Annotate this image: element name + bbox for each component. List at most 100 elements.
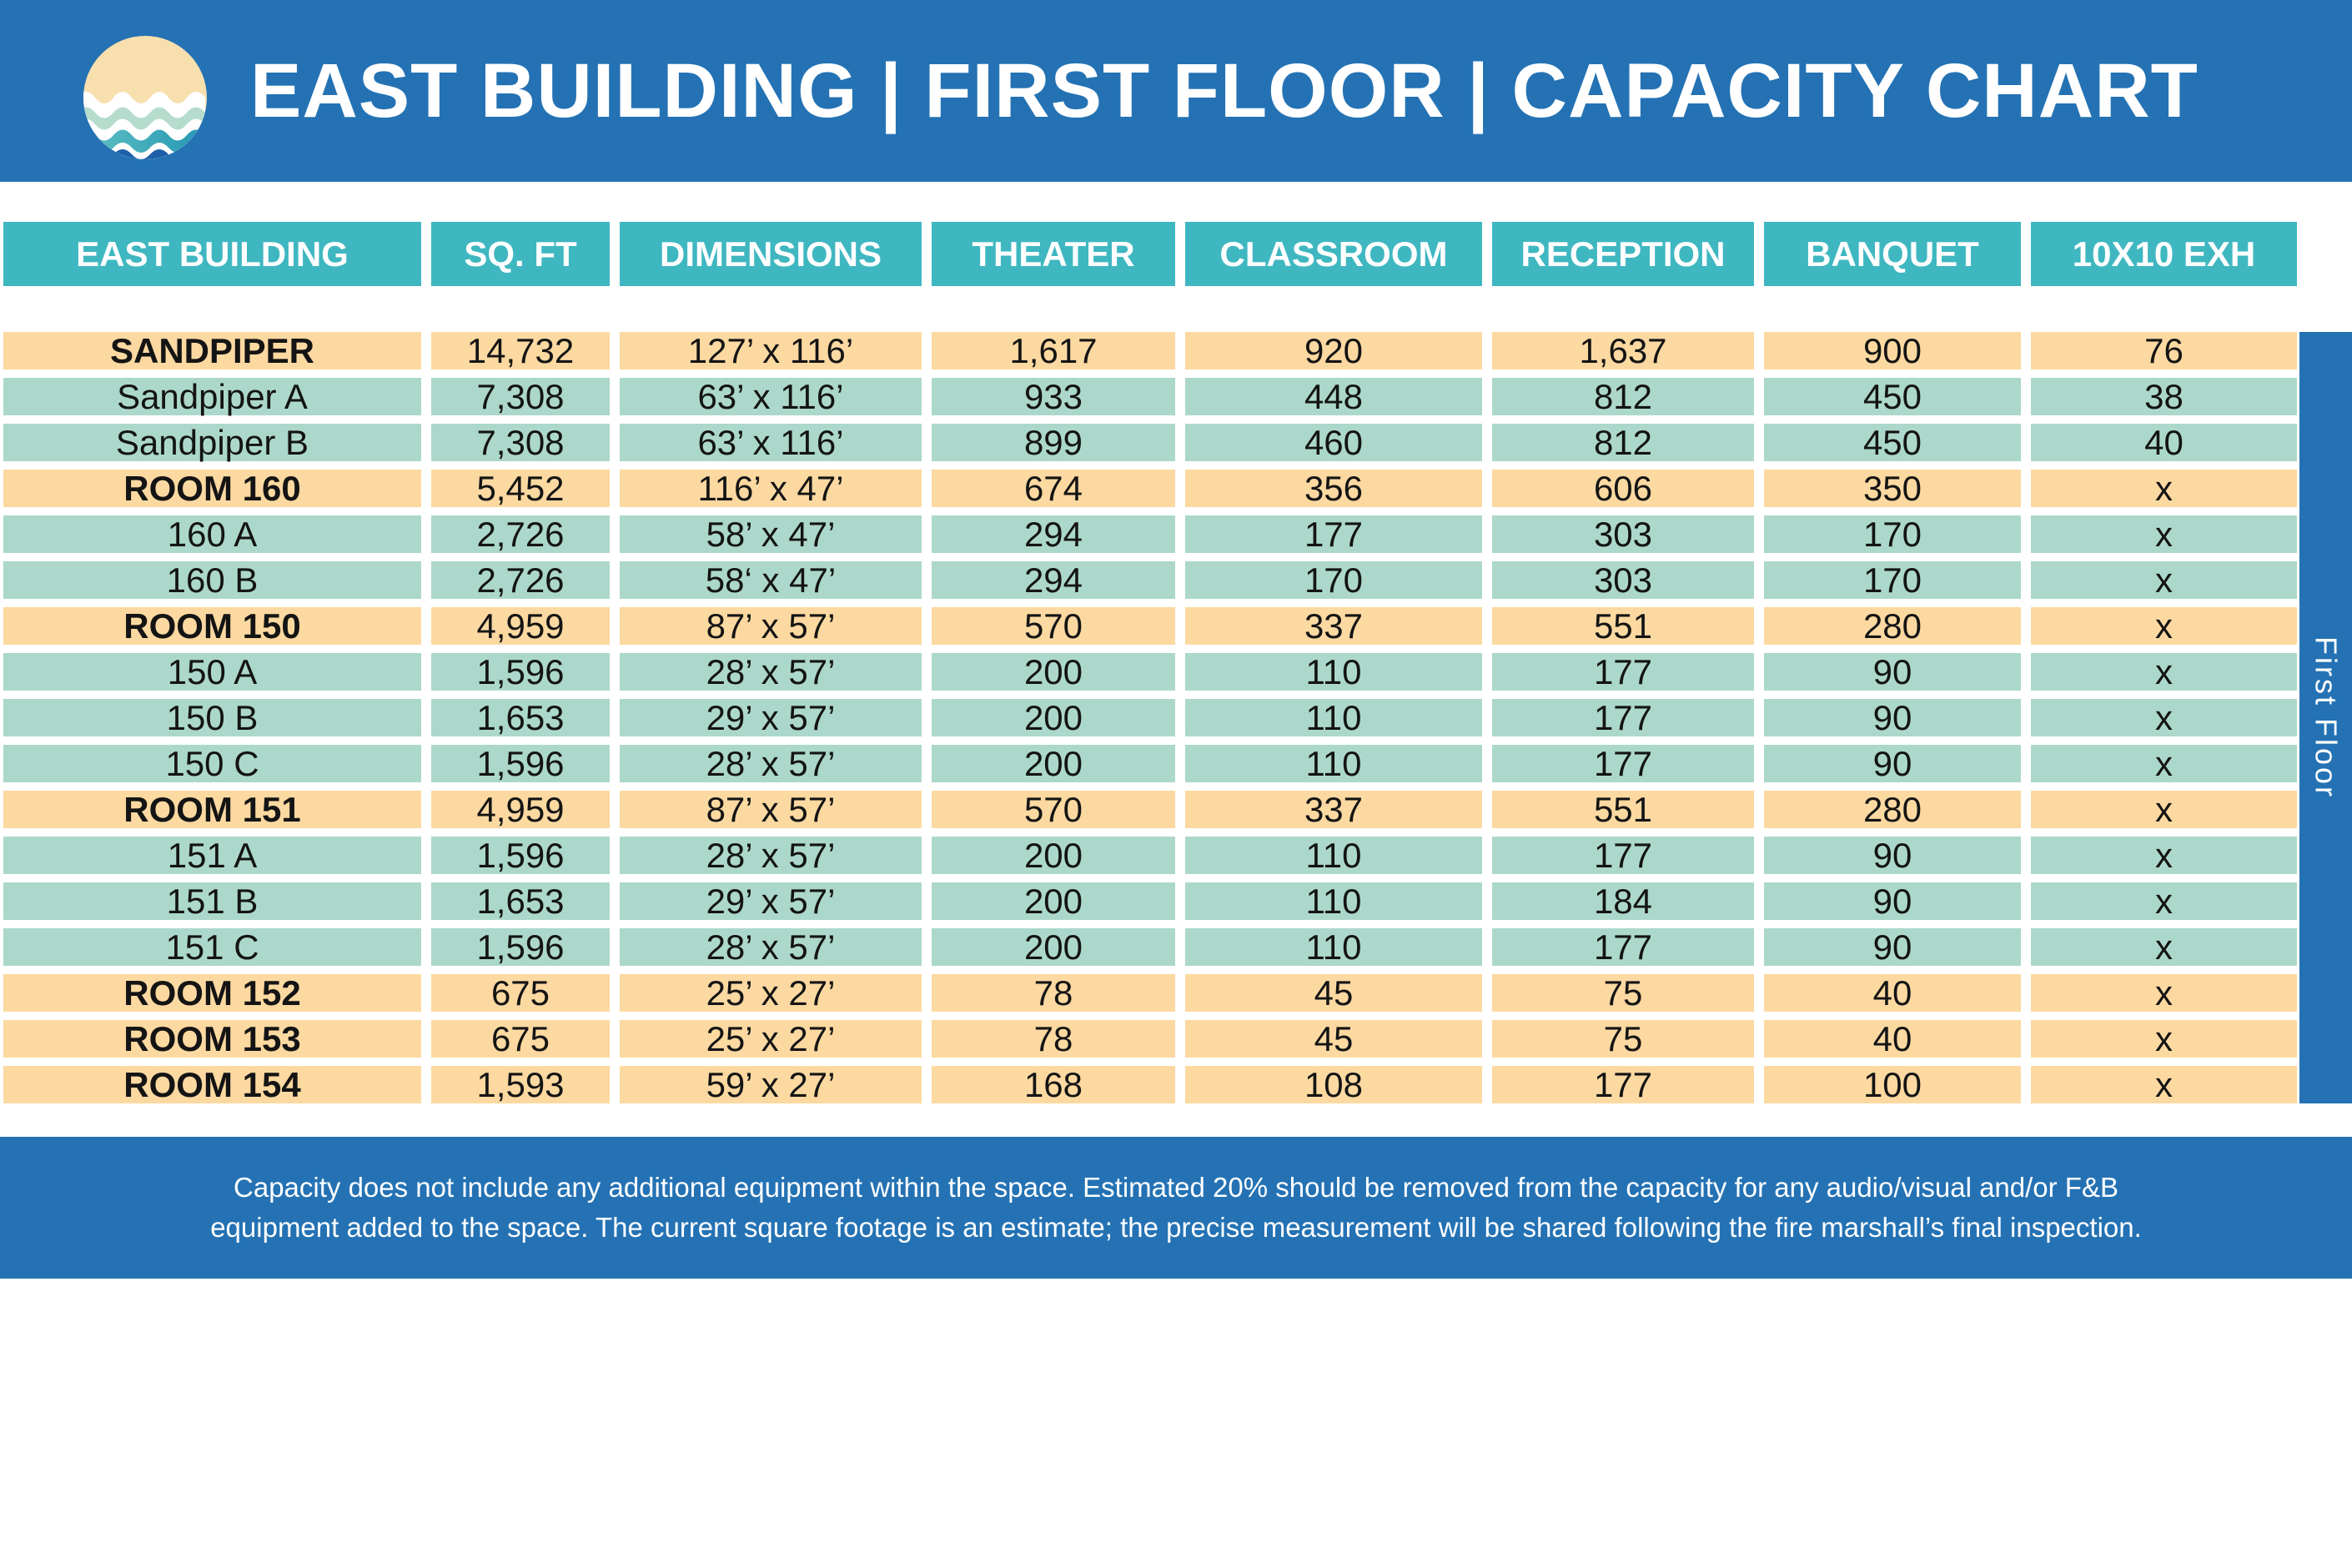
room-name-cell: 151 B: [3, 882, 421, 921]
room-name-cell: Sandpiper A: [3, 377, 421, 416]
exh-cell: 38: [2031, 377, 2297, 416]
room-name-cell: ROOM 160: [3, 469, 421, 508]
banquet-cell: 450: [1764, 423, 2021, 462]
footer-note-line-1: Capacity does not include any additional…: [234, 1172, 2118, 1204]
sqft-cell: 1,596: [431, 927, 610, 967]
banquet-cell: 170: [1764, 515, 2021, 554]
reception-cell: 177: [1492, 1065, 1754, 1104]
top-banner: EAST BUILDING | FIRST FLOOR | CAPACITY C…: [0, 0, 2352, 182]
reception-cell: 177: [1492, 744, 1754, 783]
exh-cell: x: [2031, 606, 2297, 646]
theater-cell: 200: [932, 698, 1175, 737]
banquet-cell: 90: [1764, 652, 2021, 691]
exh-cell: x: [2031, 927, 2297, 967]
capacity-table-body: SANDPIPER 14,732 127’ x 116’ 1,617 920 1…: [3, 331, 2297, 1104]
classroom-cell: 337: [1185, 790, 1482, 829]
dimensions-cell: 29’ x 57’: [620, 698, 922, 737]
exh-cell: x: [2031, 1019, 2297, 1058]
sqft-cell: 4,959: [431, 606, 610, 646]
sqft-cell: 1,596: [431, 744, 610, 783]
sqft-cell: 5,452: [431, 469, 610, 508]
exh-cell: x: [2031, 1065, 2297, 1104]
classroom-cell: 448: [1185, 377, 1482, 416]
exh-cell: x: [2031, 515, 2297, 554]
dimensions-cell: 28’ x 57’: [620, 927, 922, 967]
reception-cell: 551: [1492, 606, 1754, 646]
dimensions-cell: 58’ x 47’: [620, 515, 922, 554]
banquet-cell: 90: [1764, 744, 2021, 783]
sqft-cell: 675: [431, 1019, 610, 1058]
column-header-dimensions: DIMENSIONS: [620, 222, 922, 286]
classroom-cell: 110: [1185, 698, 1482, 737]
exh-cell: x: [2031, 652, 2297, 691]
reception-cell: 812: [1492, 377, 1754, 416]
banquet-cell: 280: [1764, 606, 2021, 646]
theater-cell: 294: [932, 515, 1175, 554]
banquet-cell: 40: [1764, 1019, 2021, 1058]
dimensions-cell: 25’ x 27’: [620, 973, 922, 1013]
theater-cell: 168: [932, 1065, 1175, 1104]
classroom-cell: 110: [1185, 927, 1482, 967]
classroom-cell: 920: [1185, 331, 1482, 370]
column-header-reception: RECEPTION: [1492, 222, 1754, 286]
theater-cell: 78: [932, 1019, 1175, 1058]
exh-cell: x: [2031, 790, 2297, 829]
column-header-theater: THEATER: [932, 222, 1175, 286]
theater-cell: 933: [932, 377, 1175, 416]
exh-cell: x: [2031, 560, 2297, 600]
reception-cell: 606: [1492, 469, 1754, 508]
sqft-cell: 675: [431, 973, 610, 1013]
theater-cell: 570: [932, 790, 1175, 829]
column-header-classroom: CLASSROOM: [1185, 222, 1482, 286]
room-name-cell: SANDPIPER: [3, 331, 421, 370]
banquet-cell: 100: [1764, 1065, 2021, 1104]
reception-cell: 1,637: [1492, 331, 1754, 370]
sqft-cell: 1,596: [431, 652, 610, 691]
dimensions-cell: 59’ x 27’: [620, 1065, 922, 1104]
room-name-cell: 151 A: [3, 836, 421, 875]
theater-cell: 200: [932, 652, 1175, 691]
sqft-cell: 4,959: [431, 790, 610, 829]
exh-cell: x: [2031, 882, 2297, 921]
reception-cell: 177: [1492, 836, 1754, 875]
sqft-cell: 2,726: [431, 515, 610, 554]
dimensions-cell: 127’ x 116’: [620, 331, 922, 370]
sqft-cell: 1,653: [431, 882, 610, 921]
banquet-cell: 350: [1764, 469, 2021, 508]
room-name-cell: 150 A: [3, 652, 421, 691]
sun-waves-logo-icon: [83, 36, 207, 159]
dimensions-cell: 87’ x 57’: [620, 606, 922, 646]
banquet-cell: 40: [1764, 973, 2021, 1013]
banquet-cell: 280: [1764, 790, 2021, 829]
dimensions-cell: 63’ x 116’: [620, 377, 922, 416]
page-title: EAST BUILDING | FIRST FLOOR | CAPACITY C…: [250, 48, 2199, 133]
classroom-cell: 45: [1185, 973, 1482, 1013]
exh-cell: x: [2031, 469, 2297, 508]
exh-cell: 76: [2031, 331, 2297, 370]
theater-cell: 294: [932, 560, 1175, 600]
table-column-headers: EAST BUILDING SQ. FT DIMENSIONS THEATER …: [3, 222, 2297, 286]
banquet-cell: 90: [1764, 836, 2021, 875]
exh-cell: 40: [2031, 423, 2297, 462]
theater-cell: 899: [932, 423, 1175, 462]
classroom-cell: 170: [1185, 560, 1482, 600]
sqft-cell: 2,726: [431, 560, 610, 600]
reception-cell: 812: [1492, 423, 1754, 462]
dimensions-cell: 29’ x 57’: [620, 882, 922, 921]
classroom-cell: 110: [1185, 882, 1482, 921]
theater-cell: 1,617: [932, 331, 1175, 370]
dimensions-cell: 87’ x 57’: [620, 790, 922, 829]
classroom-cell: 45: [1185, 1019, 1482, 1058]
classroom-cell: 337: [1185, 606, 1482, 646]
dimensions-cell: 116’ x 47’: [620, 469, 922, 508]
room-name-cell: Sandpiper B: [3, 423, 421, 462]
theater-cell: 200: [932, 882, 1175, 921]
room-name-cell: ROOM 152: [3, 973, 421, 1013]
classroom-cell: 460: [1185, 423, 1482, 462]
banquet-cell: 170: [1764, 560, 2021, 600]
reception-cell: 75: [1492, 973, 1754, 1013]
floor-tab-label: First Floor: [2309, 636, 2344, 799]
reception-cell: 75: [1492, 1019, 1754, 1058]
banquet-cell: 90: [1764, 698, 2021, 737]
dimensions-cell: 28’ x 57’: [620, 744, 922, 783]
